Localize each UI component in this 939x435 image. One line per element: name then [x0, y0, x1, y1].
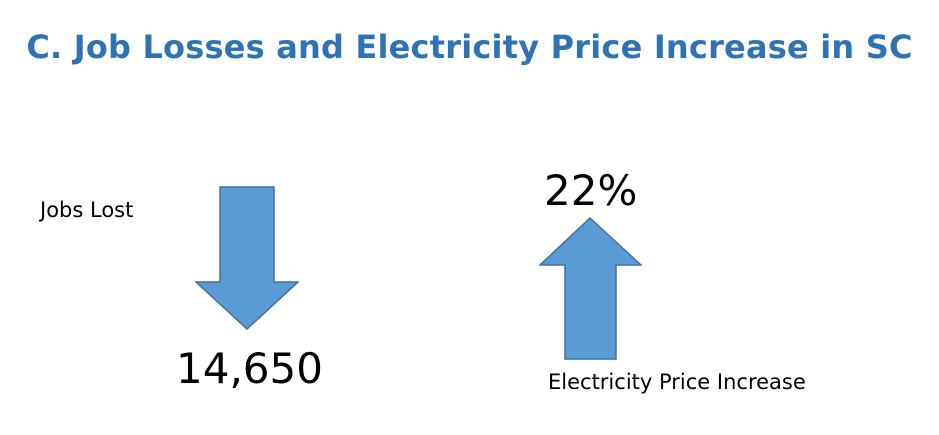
arrow-up-shape [539, 217, 642, 360]
electricity-price-increase-label: Electricity Price Increase [548, 370, 806, 394]
jobs-lost-value: 14,650 [176, 344, 323, 393]
arrow-down-shape [195, 186, 299, 330]
slide-title: C. Job Losses and Electricity Price Incr… [26, 28, 913, 66]
electricity-price-increase-value: 22% [544, 166, 638, 215]
arrow-down-icon [195, 186, 299, 330]
jobs-lost-label: Jobs Lost [40, 198, 134, 222]
arrow-up-icon [539, 217, 642, 360]
